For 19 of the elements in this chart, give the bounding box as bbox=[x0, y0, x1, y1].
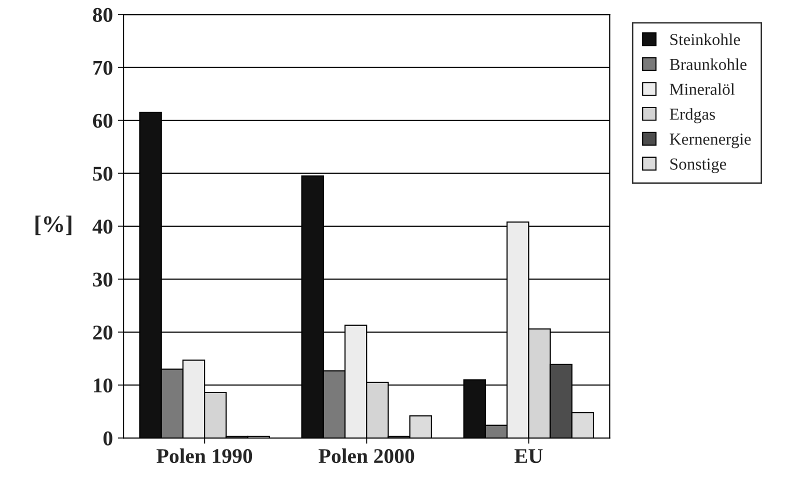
legend-label: Steinkohle bbox=[670, 33, 740, 46]
x-tick-label: Polen 1990 bbox=[156, 448, 252, 464]
x-tick-label: EU bbox=[514, 449, 543, 464]
legend-label: Sonstige bbox=[670, 158, 726, 174]
y-tick-label: 60 bbox=[93, 114, 112, 128]
legend-label: Kernenergie bbox=[670, 134, 751, 148]
y-tick-label: 0 bbox=[103, 431, 112, 446]
y-tick-label: 50 bbox=[93, 166, 112, 181]
y-tick-label: 70 bbox=[93, 60, 112, 75]
legend-label: Mineralöl bbox=[670, 83, 735, 95]
y-axis-title: [%] bbox=[35, 216, 72, 236]
y-tick-label: 10 bbox=[94, 378, 112, 393]
legend-label: Braunkohle bbox=[670, 58, 746, 70]
y-tick-label: 30 bbox=[93, 272, 112, 287]
x-tick-label: Polen 2000 bbox=[318, 448, 414, 464]
y-tick-label: 80 bbox=[92, 8, 112, 22]
y-tick-label: 40 bbox=[92, 220, 112, 234]
y-tick-label: 20 bbox=[93, 326, 112, 340]
legend-label: Erdgas bbox=[670, 108, 715, 124]
